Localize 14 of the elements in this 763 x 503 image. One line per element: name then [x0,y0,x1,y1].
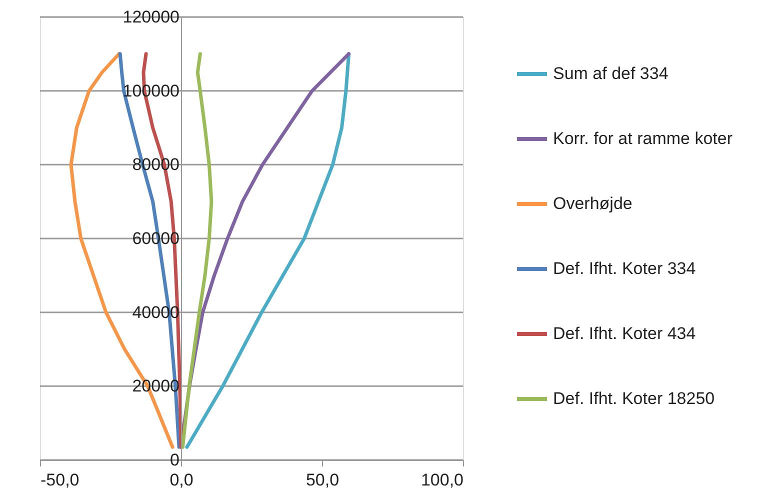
legend-label: Overhøjde [553,194,632,213]
line-series [180,52,214,449]
legend-label: Def. Ifht. Koter 434 [553,324,696,343]
x-tick-label: 0,0 [170,470,194,490]
y-tick-label: 0 [170,450,180,470]
legend-label: Sum af def 334 [553,64,668,83]
line-series [118,52,181,449]
legend-label: Korr. for at ramme koter [553,129,733,148]
x-tick-label: 50,0 [306,470,340,490]
legend-label: Def. Ifht. Koter 334 [553,259,696,278]
x-tick-label: 100,0 [420,470,464,490]
y-tick-label: 120000 [122,8,180,26]
legend-label: Def. Ifht. Koter 18250 [553,389,715,408]
x-tick-label: -50,0 [40,470,80,490]
